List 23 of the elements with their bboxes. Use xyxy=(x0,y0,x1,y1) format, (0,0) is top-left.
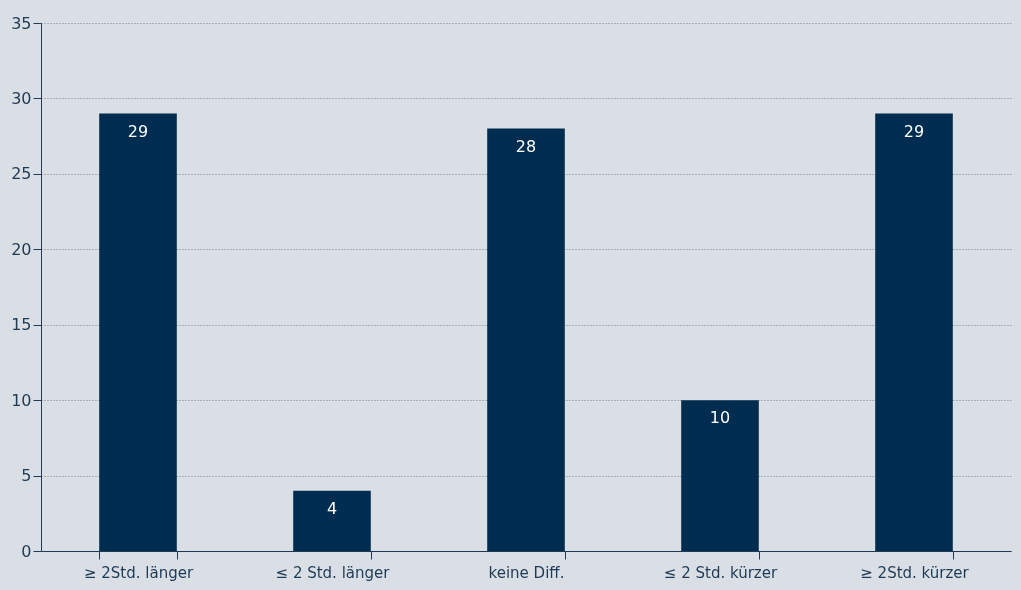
y-tick-label: 35 xyxy=(11,13,32,33)
data-label: 29 xyxy=(127,121,149,141)
x-tick-label: ≥ 2Std. kürzer xyxy=(860,563,970,582)
y-tick-label: 0 xyxy=(21,541,32,561)
y-tick-label: 30 xyxy=(11,88,32,108)
y-tick-label: 25 xyxy=(11,164,32,184)
bar xyxy=(487,128,565,551)
data-label: 29 xyxy=(903,121,925,141)
bar xyxy=(681,400,759,551)
x-tick-label: ≤ 2 Std. länger xyxy=(275,563,391,582)
data-label: 10 xyxy=(709,408,731,428)
data-label: 28 xyxy=(515,136,537,156)
y-tick-label: 5 xyxy=(21,466,32,486)
bar xyxy=(875,113,953,551)
data-label: 4 xyxy=(326,498,338,518)
bar xyxy=(99,113,177,551)
x-tick-label: ≤ 2 Std. kürzer xyxy=(663,563,778,582)
bar xyxy=(293,490,371,551)
x-tick-label: ≥ 2Std. länger xyxy=(83,563,194,582)
y-tick-label: 15 xyxy=(11,315,32,335)
y-tick-label: 20 xyxy=(11,239,32,259)
y-tick-label: 10 xyxy=(11,390,32,410)
x-tick-label: keine Diff. xyxy=(488,563,565,582)
